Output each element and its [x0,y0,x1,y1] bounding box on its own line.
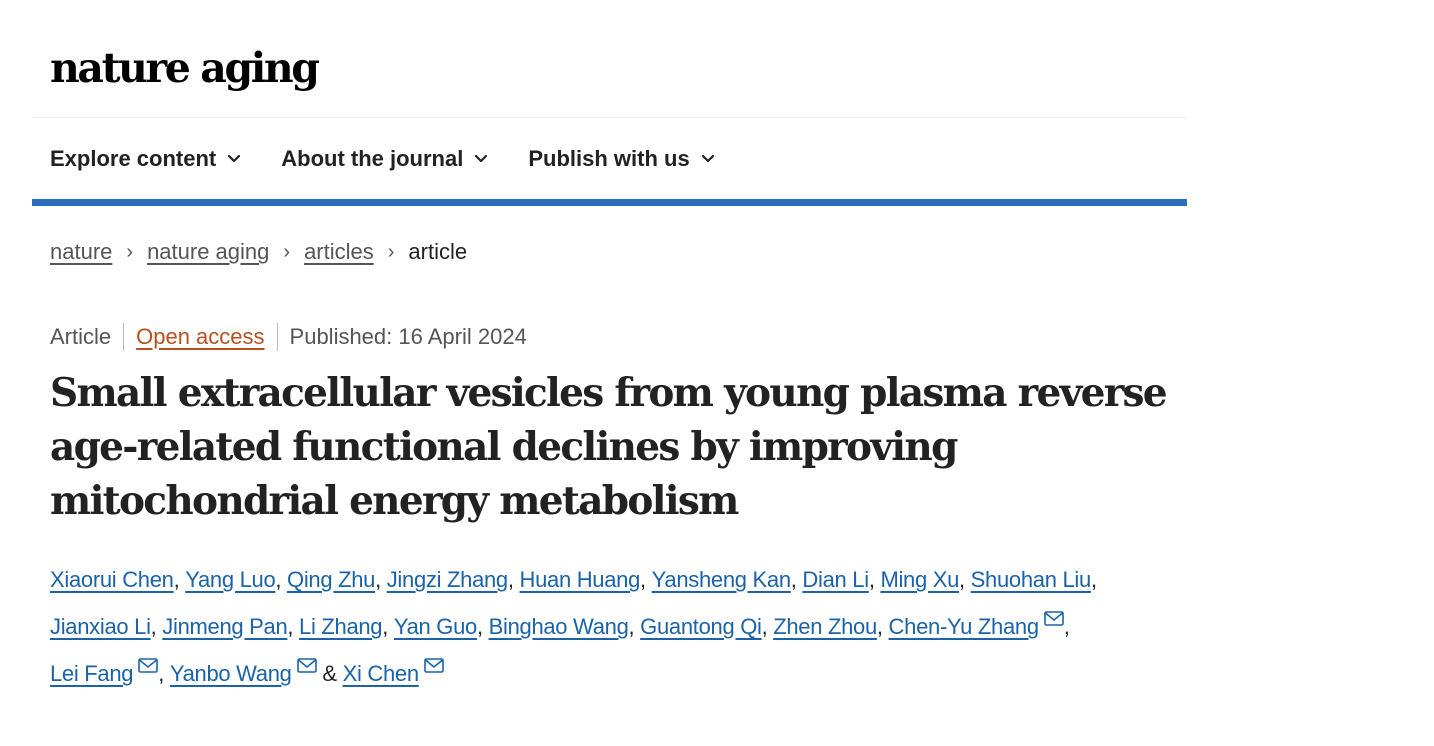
author-link[interactable]: Jianxiao Li [50,614,151,639]
chevron-down-icon [475,154,488,163]
author-separator: , [287,614,300,639]
author-link[interactable]: Huan Huang [519,567,641,592]
author-link[interactable]: Xiaorui Chen [50,567,174,592]
author-link[interactable]: Shuohan Liu [970,567,1092,592]
author-link[interactable]: Jingzi Zhang [386,567,508,592]
author-separator: , [476,614,489,639]
breadcrumb-articles[interactable]: articles [304,239,374,264]
meta-divider [123,323,125,351]
author-separator: , [628,614,641,639]
breadcrumb-separator: › [126,240,134,263]
chevron-down-icon [701,154,714,163]
author-link[interactable]: Yang Luo [185,567,276,592]
author-item: Huan Huang, [520,567,652,592]
article-meta: Article Open access Published: 16 April … [50,322,527,352]
author-item: Li Zhang, [299,614,394,639]
author-separator: , [1090,567,1097,592]
mail-icon[interactable] [296,658,317,673]
author-item: Qing Zhu, [287,567,387,592]
author-link[interactable]: Yansheng Kan [651,567,791,592]
author-item: Shuohan Liu, [971,567,1097,592]
author-link[interactable]: Xi Chen [342,661,419,686]
author-link[interactable]: Zhen Zhou [773,614,877,639]
nav-publish-with-us[interactable]: Publish with us [528,146,714,172]
mail-icon[interactable] [138,658,159,673]
article-type: Article [50,324,112,349]
author-item: Jingzi Zhang, [387,567,520,592]
author-separator: , [275,567,288,592]
author-separator: , [173,567,186,592]
author-item: Xi Chen [342,658,444,686]
mail-icon[interactable] [1043,611,1064,626]
author-item: Lei Fang, [50,658,170,686]
author-separator: , [507,567,520,592]
breadcrumb-separator: › [387,240,395,263]
author-link[interactable]: Guantong Qi [640,614,762,639]
nav-about-journal[interactable]: About the journal [281,146,488,172]
nav-explore-content[interactable]: Explore content [50,146,241,172]
author-link[interactable]: Binghao Wang [488,614,629,639]
open-access-link[interactable]: Open access [136,324,265,349]
author-item: Dian Li, [802,567,880,592]
author-list: Xiaorui Chen, Yang Luo, Qing Zhu, Jingzi… [50,556,1160,697]
meta-divider [276,323,278,351]
author-separator: , [868,567,881,592]
breadcrumb-nature[interactable]: nature [50,239,113,264]
author-link[interactable]: Yanbo Wang [169,661,292,686]
author-link[interactable]: Dian Li [802,567,869,592]
nav-item-label: Publish with us [528,146,690,171]
nav-accent-bar [32,199,1187,206]
author-separator: , [761,614,774,639]
journal-logo[interactable]: nature aging [50,44,320,92]
author-separator: , [876,614,889,639]
breadcrumb-separator: › [283,240,291,263]
author-separator: , [959,567,971,592]
breadcrumb-nature-aging[interactable]: nature aging [147,239,270,264]
breadcrumb: nature › nature aging › articles › artic… [50,238,467,266]
chevron-down-icon [228,154,241,163]
main-nav: Explore content About the journal Publis… [50,145,755,173]
author-link[interactable]: Li Zhang [299,614,383,639]
author-item: Xiaorui Chen, [50,567,185,592]
author-separator: & [316,661,343,686]
header-divider [32,117,1187,118]
author-item: Ming Xu, [880,567,970,592]
nav-item-label: Explore content [50,146,217,171]
author-item: Jianxiao Li, [50,614,162,639]
author-separator: , [375,567,387,592]
author-item: Yansheng Kan, [652,567,803,592]
author-separator: , [790,567,803,592]
author-item: Yanbo Wang & [169,658,343,686]
mail-icon[interactable] [423,658,444,673]
author-link[interactable]: Ming Xu [880,567,960,592]
author-item: Yan Guo, [394,614,489,639]
author-item: Zhen Zhou, [773,614,888,639]
author-item: Binghao Wang, [489,614,641,639]
article-title: Small extracellular vesicles from young … [50,370,1168,524]
nav-item-label: About the journal [281,146,464,171]
author-link[interactable]: Yan Guo [393,614,477,639]
author-separator: , [382,614,394,639]
author-item: Yang Luo, [185,567,287,592]
author-link[interactable]: Lei Fang [50,661,134,686]
author-link[interactable]: Chen-Yu Zhang [888,614,1040,639]
author-separator: , [150,614,163,639]
author-link[interactable]: Qing Zhu [287,567,376,592]
author-separator: , [158,661,170,686]
author-item: Chen-Yu Zhang, [888,611,1070,639]
author-separator: , [1063,614,1070,639]
author-item: Jinmeng Pan, [162,614,299,639]
author-item: Guantong Qi, [640,614,773,639]
author-separator: , [640,567,652,592]
breadcrumb-current: article [408,239,468,264]
author-link[interactable]: Jinmeng Pan [162,614,288,639]
published-date: Published: 16 April 2024 [289,324,527,349]
